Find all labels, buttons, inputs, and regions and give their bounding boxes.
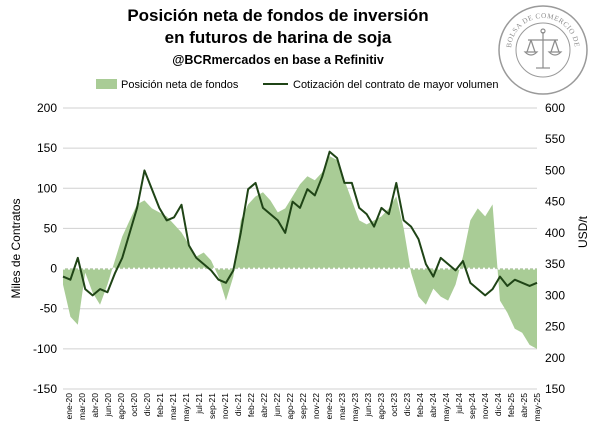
x-tick-label: jun-22 — [272, 393, 282, 418]
y-right-tick-label: 150 — [545, 382, 565, 396]
x-tick-label: mar-21 — [168, 393, 178, 420]
series-line-cotizacion — [62, 150, 538, 297]
x-tick-label: jun-23 — [363, 393, 373, 418]
x-tick-label: feb-21 — [155, 393, 165, 417]
x-tick-label: ago-20 — [116, 393, 126, 420]
x-tick-label: ago-23 — [376, 393, 386, 420]
x-tick-label: ago-22 — [285, 393, 295, 420]
x-tick-label: may-23 — [350, 393, 360, 422]
y-right-tick-label: 550 — [545, 132, 565, 146]
x-tick-label: oct-23 — [389, 393, 399, 417]
y-right-tick-label: 300 — [545, 288, 565, 302]
x-tick-label: nov-24 — [480, 393, 490, 419]
legend-label-line: Cotización del contrato de mayor volumen — [293, 79, 498, 91]
x-tick-label: sep-22 — [298, 393, 308, 419]
y-right-tick-label: 200 — [545, 351, 565, 365]
x-tick-label: abr-20 — [90, 393, 100, 418]
y-right-tick-label: 600 — [545, 101, 565, 115]
y-right-axis-title: USD/t — [576, 215, 590, 248]
legend-label-area: Posición neta de fondos — [121, 79, 239, 91]
x-tick-label: ene-23 — [324, 393, 334, 420]
chart-title-line-2: en futuros de harina de soja — [164, 28, 392, 47]
x-tick-label: dic-21 — [233, 393, 243, 416]
x-tick-label: feb-22 — [246, 393, 256, 417]
x-tick-label: jun-20 — [103, 393, 113, 418]
x-tick-label: jul-24 — [454, 393, 464, 415]
x-tick-label: may-25 — [532, 393, 542, 422]
x-tick-label: sep-24 — [467, 393, 477, 419]
x-tick-label: nov-22 — [311, 393, 321, 419]
x-tick-label: feb-24 — [415, 393, 425, 417]
x-tick-label: dic-23 — [402, 393, 412, 416]
scales-of-justice-icon — [523, 28, 563, 69]
chart-subtitle: @BCRmercados en base a Refinitiv — [172, 53, 384, 67]
x-tick-label: oct-20 — [129, 393, 139, 417]
x-tick-label: may-21 — [181, 393, 191, 422]
x-tick-label: jul-21 — [194, 393, 204, 415]
y-left-tick-label: 50 — [44, 221, 58, 235]
x-tick-label: abr-25 — [519, 393, 529, 418]
x-tick-label: dic-24 — [493, 393, 503, 416]
y-left-tick-label: 150 — [37, 141, 57, 155]
series-area-posicion-neta — [63, 156, 537, 349]
y-left-tick-label: -100 — [33, 342, 57, 356]
x-tick-label: ene-20 — [64, 393, 74, 420]
y-left-tick-label: 0 — [50, 262, 57, 276]
x-tick-label: may-24 — [441, 393, 451, 422]
bcr-seal-logo: BOLSA DE COMERCIO DE ROSARIO — [497, 4, 588, 95]
x-tick-label: dic-20 — [142, 393, 152, 416]
x-tick-label: mar-23 — [337, 393, 347, 420]
y-right-tick-label: 350 — [545, 257, 565, 271]
y-right-tick-label: 250 — [545, 320, 565, 334]
x-tick-label: feb-25 — [506, 393, 516, 417]
x-tick-label: abr-22 — [259, 393, 269, 418]
y-right-tick-label: 400 — [545, 226, 565, 240]
y-left-tick-label: 200 — [37, 101, 57, 115]
x-tick-label: mar-20 — [77, 393, 87, 420]
chart-title-line-1: Posición neta de fondos de inversión — [127, 6, 429, 25]
y-left-tick-label: -50 — [40, 302, 58, 316]
x-tick-label: sep-21 — [207, 393, 217, 419]
x-tick-label: nov-21 — [220, 393, 230, 419]
y-left-axis-title: Miles de Contratos — [9, 198, 23, 298]
y-left-tick-label: -150 — [33, 382, 57, 396]
y-right-tick-label: 450 — [545, 195, 565, 209]
y-right-tick-label: 500 — [545, 163, 565, 177]
x-tick-label: abr-24 — [428, 393, 438, 418]
y-left-tick-label: 100 — [37, 181, 57, 195]
legend-swatch-area — [96, 79, 117, 89]
